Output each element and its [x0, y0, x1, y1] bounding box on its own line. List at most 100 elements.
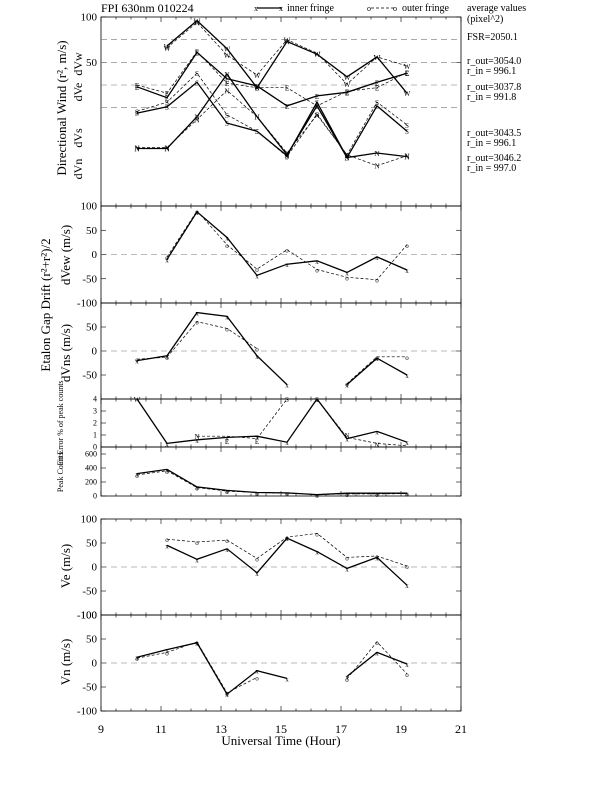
- series-w-marker: W: [194, 19, 201, 27]
- fit-error-x-marker: x: [165, 440, 169, 448]
- fit_error-y-tick-label: 4: [93, 395, 97, 404]
- dvns-inner-marker: x: [285, 382, 289, 390]
- series-e-marker: E: [315, 93, 319, 101]
- legend-outer-marker-left: o: [367, 4, 371, 13]
- legend-inner-marker-left: x: [254, 4, 258, 13]
- ve-inner-marker: x: [165, 542, 169, 550]
- ve-outer-line: [166, 533, 408, 567]
- fit_error-y-tick-label: 2: [93, 419, 97, 428]
- peak_counts-outer-marker: o: [285, 490, 289, 498]
- series-s-outer-line: [136, 72, 408, 158]
- series-n-marker: N: [134, 146, 139, 154]
- dvns-inner-marker: x: [195, 310, 199, 318]
- series-w-marker: W: [284, 37, 291, 45]
- series-s-marker: S: [255, 128, 259, 136]
- series-e-marker: E: [405, 69, 409, 77]
- fit-error-ylabel: Fit Error % of peak counts: [56, 380, 65, 465]
- series-e-marker: E: [165, 90, 169, 98]
- series-n-marker: N: [404, 154, 409, 162]
- series-n-marker: N: [374, 150, 379, 158]
- series-s-marker: S: [315, 99, 319, 107]
- peak_counts-outer-marker: o: [345, 491, 349, 499]
- dvns-inner-marker: x: [225, 313, 229, 321]
- fit-error-outer-line: [197, 398, 408, 447]
- series-n-marker: N: [224, 71, 229, 79]
- directional-y-tick-label: 100: [81, 12, 98, 24]
- series-e-marker: E: [375, 85, 379, 93]
- series-s-marker: S: [255, 128, 259, 136]
- dvew-inner-marker: x: [345, 269, 349, 277]
- etalon-drift-ylabel: Etalon Gap Drift (r²+r²)/2: [38, 238, 53, 371]
- series-n-marker: N: [374, 163, 379, 171]
- series-s-inner-line: [136, 81, 408, 159]
- series-n-marker: N: [284, 150, 289, 158]
- dvns-inner-marker: x: [255, 353, 259, 361]
- series-s-marker: S: [165, 99, 169, 107]
- series-w-marker: W: [314, 50, 321, 58]
- dvew-outer-marker: o: [255, 266, 259, 274]
- series-e-marker: E: [225, 76, 229, 84]
- vn-outer-marker: o: [345, 676, 349, 684]
- vn-y-tick-label: 50: [86, 634, 98, 646]
- peak_counts-y-tick-label: 200: [85, 478, 97, 487]
- average-values-units: (pixel^2): [467, 14, 503, 25]
- side-notes: average values (pixel^2) FSR=2050.1 r_ou…: [467, 3, 526, 174]
- series-w-marker: W: [404, 90, 411, 98]
- dvew-inner-marker: x: [165, 256, 169, 264]
- series-s-marker: S: [375, 103, 379, 111]
- legend-inner-marker-right: x: [279, 4, 283, 13]
- ve-outer-marker: o: [255, 555, 259, 563]
- ve-outer-marker: o: [405, 563, 409, 571]
- series-n-marker: N: [134, 145, 139, 153]
- series-s-marker: S: [285, 153, 289, 161]
- peak_counts-outer-marker: o: [375, 491, 379, 499]
- series-w-marker: W: [374, 54, 381, 62]
- ve-outer-marker: o: [195, 539, 199, 547]
- series-e-marker: E: [135, 82, 139, 90]
- peak_counts-inner-marker: x: [345, 490, 349, 498]
- series-s-marker: S: [135, 110, 139, 118]
- dvns-inner-marker: x: [405, 372, 409, 380]
- series-w-marker: W: [374, 54, 381, 62]
- series-n-marker: N: [194, 117, 199, 125]
- peak_counts-inner-marker: x: [255, 490, 259, 498]
- series-n-marker: N: [314, 112, 319, 120]
- vn-outer-marker: o: [375, 639, 379, 647]
- n-r-in: r_in = 997.0: [467, 163, 516, 174]
- dvew-y-tick-label: 50: [86, 225, 98, 237]
- peak_counts-outer-marker: o: [195, 485, 199, 493]
- dvns-outer-marker: o: [225, 325, 229, 333]
- peak_counts-outer-line: [136, 470, 408, 495]
- dvns-inner-marker: x: [345, 382, 349, 390]
- series-n-inner-line: [137, 72, 408, 159]
- dvew-inner-marker: x: [285, 261, 289, 269]
- series-n-marker: N: [164, 145, 169, 153]
- fit_error-y-tick-label: 1: [93, 431, 97, 440]
- fsr-label: FSR=2050.1: [467, 32, 518, 43]
- series-w-marker: W: [254, 85, 261, 93]
- vn-y-tick-label: -50: [82, 682, 97, 694]
- fit-error-marker: E: [225, 438, 229, 446]
- fit-error-x-marker: x: [225, 434, 229, 442]
- dvew-outer-marker: o: [225, 242, 229, 250]
- x-tick-label: 9: [98, 722, 104, 736]
- series-e-marker: E: [375, 79, 379, 87]
- ve-outer-marker: o: [225, 537, 229, 545]
- dvns-y-tick-label: -50: [82, 370, 97, 382]
- peak-counts-ylabel: Peak Counts: [56, 452, 65, 492]
- dvew-y-tick-label: -50: [82, 273, 97, 285]
- ve-ylabel: Ve (m/s): [58, 544, 73, 588]
- dvns-inner-line: [346, 357, 408, 386]
- fit-error-x-marker: x: [255, 433, 259, 441]
- peak_counts-inner-marker: x: [285, 490, 289, 498]
- series-e-inner-line: [136, 51, 408, 107]
- ve-inner-marker: x: [195, 556, 199, 564]
- series-e-marker: E: [255, 85, 259, 93]
- series-s-marker: S: [375, 99, 379, 107]
- dvns-outer-line: [136, 321, 258, 360]
- vn-outer-marker: o: [255, 674, 259, 682]
- fit-error-x-marker: x: [315, 396, 319, 404]
- series-n-marker: N: [254, 114, 259, 122]
- dvew-outer-line: [166, 210, 408, 281]
